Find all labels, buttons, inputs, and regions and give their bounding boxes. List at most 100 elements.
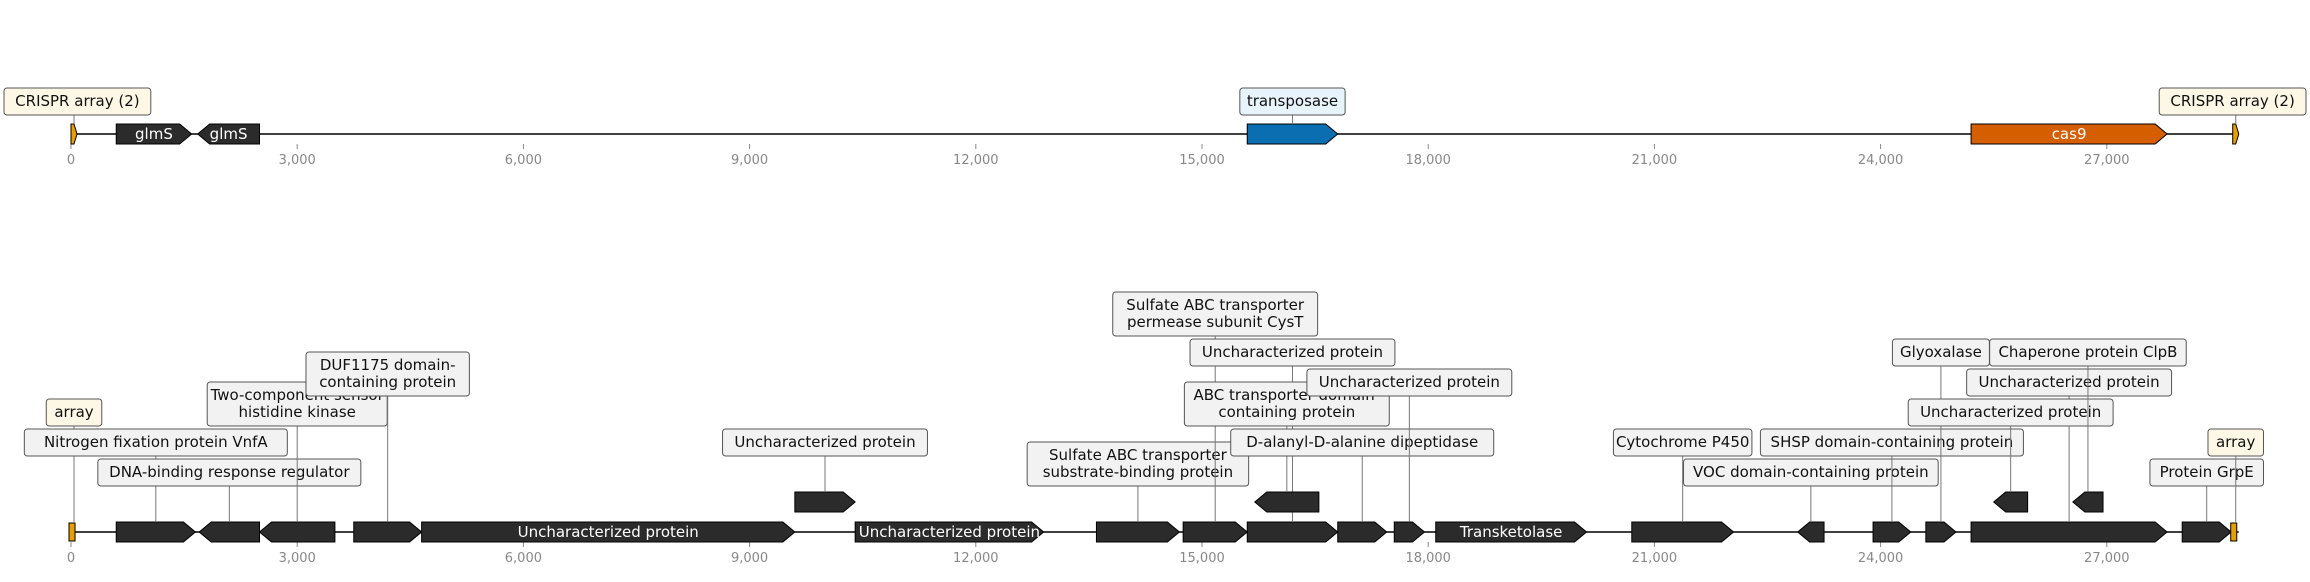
gene-label: DUF1175 domain-containing protein	[319, 356, 456, 391]
gene-label: Cytochrome P450	[1616, 433, 1749, 451]
gene-uncharacterized-protein[interactable]: Uncharacterized protein	[1306, 368, 1513, 543]
gene-arrow[interactable]	[1253, 491, 1320, 513]
gene-label-box	[1612, 428, 1753, 457]
axis-tick-label: 15,000	[1179, 551, 1225, 566]
gene-arrow[interactable]	[1095, 521, 1181, 543]
gene-duf1175-domain-containing-protein[interactable]: DUF1175 domain-containing protein	[305, 351, 470, 543]
gene-sulfate-abc-transporter-permease-subunit-cyst[interactable]: Sulfate ABC transporter permease subunit …	[1112, 291, 1319, 543]
gene-uncharacterized-protein[interactable]: Uncharacterized protein	[722, 428, 928, 513]
gene-label: Sulfate ABC transporter substrate-binding…	[1043, 446, 1233, 481]
gene-arrow[interactable]	[1631, 521, 1735, 543]
gene-label-box	[1189, 338, 1396, 367]
gene-glyoxalase[interactable]: Glyoxalase	[1891, 338, 1990, 543]
gene-arrow[interactable]	[1182, 521, 1249, 543]
gene-uncharacterized-protein[interactable]: Uncharacterized protein	[421, 521, 796, 543]
gene-label: Glyoxalase	[1900, 343, 1982, 361]
gene-d-alanyl-d-alanine-dipeptidase[interactable]: D-alanyl-D-alanine dipeptidase	[1230, 428, 1495, 543]
axis-tick-label: 0	[67, 551, 75, 566]
axis-tick-label: 12,000	[953, 153, 999, 168]
axis-tick-label: 0	[67, 153, 75, 168]
gene-crispr-array-2[interactable]: CRISPR array (2)	[2158, 87, 2307, 145]
gene-glms[interactable]: glmS	[115, 123, 193, 145]
gene-label-box	[2207, 428, 2264, 457]
gene-label-box	[1239, 87, 1346, 116]
gene-inline-label: glmS	[135, 125, 173, 143]
gene-arrow[interactable]	[1872, 521, 1912, 543]
gene-arrow[interactable]	[1970, 521, 2168, 543]
gene-label: Uncharacterized protein	[1920, 403, 2101, 421]
gene-crispr-array-2[interactable]: CRISPR array (2)	[3, 87, 152, 145]
axis-tick-label: 15,000	[1179, 153, 1225, 168]
gene-arrow[interactable]	[2232, 123, 2240, 145]
gene-cas9[interactable]: cas9	[1970, 123, 2168, 145]
gene-cytochrome-p450[interactable]: Cytochrome P450	[1612, 428, 1753, 543]
gene-label-box	[305, 351, 470, 397]
gene-label: Protein GrpE	[2160, 463, 2254, 481]
gene-uncharacterized-protein[interactable]: Uncharacterized protein	[1189, 338, 1396, 543]
gene-label-box	[2158, 87, 2307, 116]
axis-tick-label: 3,000	[279, 153, 316, 168]
gene-label-box	[3, 87, 152, 116]
gene-arrow[interactable]	[1246, 123, 1339, 145]
gene-arrow[interactable]	[258, 521, 336, 543]
gene-transketolase[interactable]: Transketolase	[1435, 521, 1588, 543]
gene-protein-grpe[interactable]: Protein GrpE	[2149, 458, 2265, 543]
gene-arrow[interactable]	[70, 123, 78, 145]
gene-inline-label: glmS	[210, 125, 248, 143]
gene-transposase[interactable]: transposase	[1239, 87, 1346, 145]
crispr-array-marker[interactable]	[68, 522, 76, 542]
gene-arrow[interactable]	[1796, 521, 1825, 543]
gene-array[interactable]: array	[45, 398, 103, 542]
gene-label: Uncharacterized protein	[1202, 343, 1383, 361]
gene-array[interactable]: array	[2207, 428, 2264, 542]
gene-voc-domain-containing-protein[interactable]: VOC domain-containing protein	[1683, 458, 1939, 543]
axis-tick-label: 21,000	[1632, 153, 1678, 168]
gene-label: transposase	[1247, 92, 1338, 110]
gene-arrow[interactable]	[1337, 521, 1388, 543]
gene-arrow[interactable]	[1393, 521, 1426, 543]
crispr-array-marker[interactable]	[2230, 522, 2238, 542]
gene-label: D-alanyl-D-alanine dipeptidase	[1246, 433, 1478, 451]
gene-glms[interactable]: glmS	[196, 123, 260, 145]
gene-arrow[interactable]	[353, 521, 423, 543]
gene-arrow[interactable]	[794, 491, 856, 513]
gene-label-box	[97, 458, 362, 487]
gene-label-box	[1759, 428, 2024, 457]
gene-arrow[interactable]	[198, 521, 260, 543]
axis-tick-label: 27,000	[2084, 153, 2130, 168]
gene-shsp-domain-containing-protein[interactable]: SHSP domain-containing protein	[1759, 428, 2024, 543]
gene-chaperone-protein-clpb[interactable]: Chaperone protein ClpB	[1989, 338, 2187, 513]
gene-arrow[interactable]	[2072, 491, 2104, 513]
gene-label-box	[1306, 368, 1513, 397]
gene-label-box	[1966, 368, 2173, 397]
gene-label-box	[1026, 441, 1250, 487]
gene-arrow[interactable]	[1992, 491, 2029, 513]
gene-uncharacterized-protein[interactable]: Uncharacterized protein	[1966, 368, 2173, 543]
track-top: 0 3,000 6,000 9,000 12,000 15,000 18,000 21,000…	[3, 87, 2307, 168]
gene-label: array	[2216, 433, 2255, 451]
gene-arrow[interactable]	[421, 521, 796, 543]
axis-tick-label: 3,000	[279, 551, 316, 566]
gene-label-box	[1989, 338, 2187, 367]
gene-arrow[interactable]	[115, 123, 193, 145]
gene-uncharacterized-protein[interactable]: Uncharacterized protein	[1907, 398, 2114, 513]
gene-label-box	[45, 398, 103, 427]
gene-arrow[interactable]	[1246, 521, 1339, 543]
gene-label-box	[1683, 458, 1939, 487]
gene-label-box	[2149, 458, 2265, 487]
gene-arrow[interactable]	[854, 521, 1045, 543]
gene-arrow[interactable]	[196, 123, 260, 145]
gene-arrow[interactable]	[1970, 123, 2168, 145]
gene-label: CRISPR array (2)	[2170, 92, 2294, 110]
gene-uncharacterized-protein[interactable]: Uncharacterized protein	[854, 521, 1045, 543]
gene-arrow[interactable]	[2181, 521, 2232, 543]
gene-arrow[interactable]	[1925, 521, 1957, 543]
gene-inline-label: Uncharacterized protein	[859, 523, 1040, 541]
gene-nitrogen-fixation-protein-vnfa[interactable]: Nitrogen fixation protein VnfA	[23, 428, 288, 543]
gene-dna-binding-response-regulator[interactable]: DNA-binding response regulator	[97, 458, 362, 543]
gene-arrow[interactable]	[1435, 521, 1588, 543]
gene-arrow[interactable]	[115, 521, 197, 543]
axis-tick-label: 18,000	[1405, 551, 1451, 566]
gene-sulfate-abc-transporter-substrate-binding-protein[interactable]: Sulfate ABC transporter substrate-binding…	[1026, 441, 1250, 543]
